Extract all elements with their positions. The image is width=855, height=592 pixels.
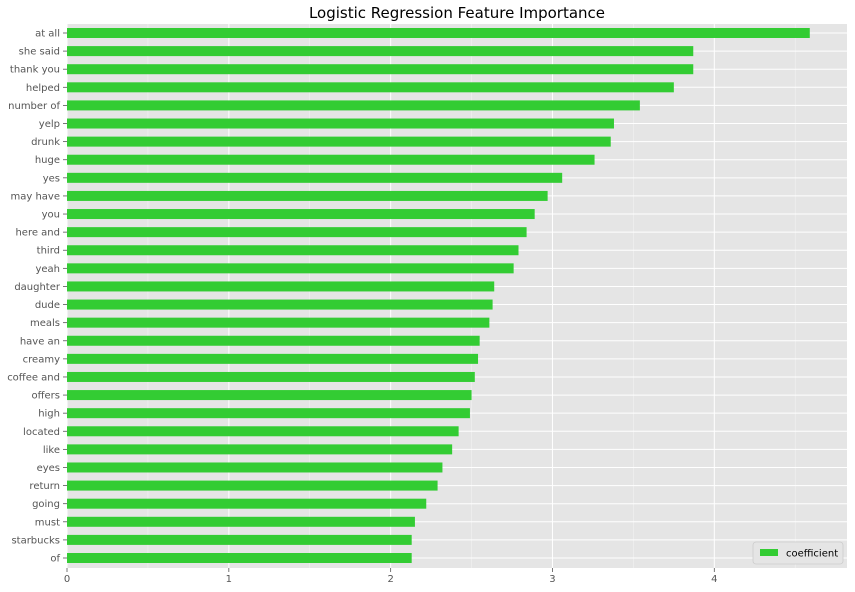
bar-offers: [67, 390, 472, 401]
bar-must: [67, 516, 415, 527]
y-tick-label: may have: [10, 191, 60, 202]
y-tick-label: high: [38, 409, 60, 420]
bar-starbucks: [67, 534, 412, 545]
chart-title: Logistic Regression Feature Importance: [309, 4, 605, 22]
y-tick-label: eyes: [37, 463, 60, 474]
legend-label: coefficient: [786, 549, 838, 560]
bar-like: [67, 444, 453, 455]
x-tick-label: 4: [711, 574, 717, 585]
y-tick-label: daughter: [14, 282, 61, 293]
plot-background: [67, 24, 847, 568]
y-tick-label: drunk: [31, 137, 60, 148]
y-tick-label: yelp: [39, 119, 60, 130]
y-tick-label: located: [23, 427, 60, 438]
bar-high: [67, 408, 470, 419]
y-tick-label: return: [29, 481, 60, 492]
y-tick-label: of: [50, 554, 60, 565]
legend-box: [752, 541, 844, 565]
bar-third: [67, 245, 519, 256]
y-tick-label: going: [32, 499, 60, 510]
bar-of: [67, 553, 412, 563]
bar-dude: [67, 299, 493, 310]
y-tick-label: thank you: [10, 65, 60, 76]
bar-creamy: [67, 353, 479, 364]
bar-number-of: [67, 100, 640, 111]
bar-yes: [67, 172, 563, 183]
y-tick-label: starbucks: [11, 535, 60, 546]
y-tick-label: must: [35, 517, 60, 528]
legend: coefficient: [752, 541, 844, 565]
bar-at-all: [67, 28, 810, 38]
bar-eyes: [67, 462, 443, 473]
y-tick-label: huge: [35, 155, 60, 166]
legend-swatch: [760, 549, 778, 556]
bar-may-have: [67, 190, 548, 201]
y-tick-label: at all: [35, 29, 60, 40]
y-tick-label: here and: [15, 228, 60, 239]
bar-return: [67, 480, 438, 491]
bar-yeah: [67, 263, 514, 274]
bar-daughter: [67, 281, 495, 292]
y-tick-label: meals: [30, 318, 60, 329]
x-tick-label: 0: [64, 574, 70, 585]
y-tick-label: like: [43, 445, 60, 456]
y-tick-label: yes: [43, 173, 60, 184]
y-tick-label: creamy: [23, 354, 60, 365]
bar-huge: [67, 154, 595, 165]
y-tick-label: have an: [20, 336, 60, 347]
bar-you: [67, 209, 535, 220]
x-tick-labels: 0 1 2 3 4: [64, 568, 717, 585]
bar-have-an: [67, 335, 480, 346]
y-tick-label: helped: [26, 83, 60, 94]
y-tick-label: yeah: [35, 264, 60, 275]
bar-she-said: [67, 46, 694, 57]
y-tick-labels: at all she said thank you helped number of ye…: [7, 29, 67, 565]
bars: [67, 28, 810, 563]
y-tick-label: you: [42, 210, 60, 221]
y-tick-label: offers: [32, 391, 60, 402]
y-tick-label: third: [37, 246, 60, 257]
bar-meals: [67, 317, 490, 328]
bar-here-and: [67, 227, 527, 238]
x-tick-label: 2: [387, 574, 393, 585]
y-tick-label: dude: [35, 300, 60, 311]
bar-helped: [67, 82, 674, 93]
bar-coffee-and: [67, 371, 475, 382]
bar-drunk: [67, 136, 611, 147]
y-tick-label: coffee and: [7, 372, 60, 383]
bar-thank-you: [67, 64, 694, 75]
bar-located: [67, 426, 459, 437]
y-tick-label: number of: [8, 101, 60, 112]
bar-yelp: [67, 118, 614, 129]
x-tick-label: 1: [226, 574, 232, 585]
y-tick-label: she said: [19, 47, 60, 58]
x-tick-label: 3: [549, 574, 555, 585]
bar-going: [67, 498, 427, 509]
